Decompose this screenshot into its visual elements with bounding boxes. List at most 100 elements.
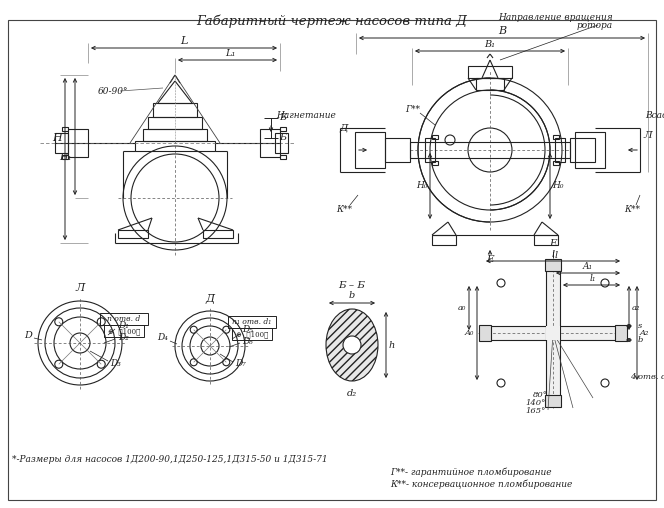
Text: n₁ отв. d₁: n₁ отв. d₁ <box>232 318 272 326</box>
Text: Д: Д <box>340 123 348 133</box>
Bar <box>143 129 207 141</box>
Text: H: H <box>52 133 62 143</box>
Bar <box>203 230 233 238</box>
Bar <box>425 138 435 162</box>
Text: L: L <box>181 36 188 46</box>
Text: A₁: A₁ <box>583 262 593 271</box>
Bar <box>432 161 438 165</box>
Bar <box>570 138 595 162</box>
Text: Л: Л <box>643 131 652 140</box>
Bar <box>385 138 410 162</box>
Text: Г**- гарантийное пломбирование: Г**- гарантийное пломбирование <box>390 467 552 477</box>
Bar <box>355 132 385 168</box>
Text: E: E <box>549 239 557 248</box>
Text: l: l <box>551 250 554 259</box>
Text: Всасывание: Всасывание <box>645 111 664 119</box>
Bar <box>553 161 559 165</box>
Bar <box>615 325 627 341</box>
Text: b: b <box>349 291 355 300</box>
Text: h: h <box>389 340 395 350</box>
Text: 4 отв. d₂: 4 отв. d₂ <box>630 373 664 381</box>
Bar <box>153 103 197 117</box>
Text: ротора: ротора <box>577 21 613 30</box>
Text: Габаритный чертеж насосов типа Д: Габаритный чертеж насосов типа Д <box>197 14 467 27</box>
Bar <box>410 142 570 158</box>
Bar <box>575 132 605 168</box>
Text: L₁: L₁ <box>225 49 235 58</box>
Text: К**- консервационное пломбирование: К**- консервационное пломбирование <box>390 479 572 489</box>
Text: Б: Б <box>279 134 286 143</box>
Bar <box>62 155 68 159</box>
Bar <box>135 141 215 151</box>
Text: ⊕  ∅100∅: ⊕ ∅100∅ <box>236 330 268 338</box>
Text: s: s <box>638 322 642 330</box>
Bar <box>118 230 148 238</box>
Bar <box>432 135 438 139</box>
Text: *-Размеры для насосов 1Д200-90,1Д250-125,1Д315-50 и 1Д315-71: *-Размеры для насосов 1Д200-90,1Д250-125… <box>12 456 327 464</box>
Bar <box>62 127 68 131</box>
Text: К**: К** <box>624 206 640 214</box>
Bar <box>553 135 559 139</box>
Text: D₁: D₁ <box>118 321 129 330</box>
Text: D₇: D₇ <box>235 360 246 368</box>
Bar <box>545 395 561 407</box>
Ellipse shape <box>326 309 378 381</box>
Text: D₄: D₄ <box>157 333 168 342</box>
Text: a₀: a₀ <box>457 304 466 312</box>
Text: H₀: H₀ <box>416 181 428 190</box>
Circle shape <box>343 336 361 354</box>
Text: Б: Б <box>279 113 286 122</box>
Text: 140°: 140° <box>525 399 545 407</box>
Text: Направление вращения: Направление вращения <box>498 14 613 22</box>
Text: D₃: D₃ <box>110 359 121 367</box>
Text: D₅: D₅ <box>242 326 253 334</box>
Text: l₁: l₁ <box>590 274 596 283</box>
Text: Нагнетание: Нагнетание <box>276 111 336 119</box>
Text: H₁: H₁ <box>60 153 72 163</box>
Bar <box>260 129 280 157</box>
Text: d₂: d₂ <box>347 389 357 398</box>
Bar <box>479 325 491 341</box>
Bar <box>534 235 558 245</box>
Text: К**: К** <box>336 206 352 214</box>
Text: D₂: D₂ <box>118 333 129 341</box>
Bar <box>68 129 88 157</box>
Bar <box>280 155 286 159</box>
Text: B₁: B₁ <box>485 40 495 49</box>
Bar <box>546 263 560 403</box>
Text: b: b <box>638 336 643 344</box>
Text: E: E <box>486 255 494 264</box>
Text: A₀: A₀ <box>465 329 474 337</box>
Bar <box>280 127 286 131</box>
Text: n отв. d: n отв. d <box>108 315 141 323</box>
Bar <box>104 325 144 337</box>
Bar <box>232 328 272 340</box>
Text: A₂: A₂ <box>640 329 649 337</box>
Text: Л: Л <box>76 283 84 293</box>
Text: H₀: H₀ <box>552 181 564 190</box>
Bar <box>55 133 68 153</box>
Text: D: D <box>24 331 32 339</box>
Text: D₆: D₆ <box>242 336 253 345</box>
Text: 80°: 80° <box>533 391 548 399</box>
Text: Б – Б: Б – Б <box>339 281 365 290</box>
Bar <box>546 326 560 340</box>
Bar <box>275 133 288 153</box>
Bar <box>228 316 276 328</box>
Bar <box>432 235 456 245</box>
Bar <box>545 259 561 271</box>
Text: Г**: Г** <box>405 106 420 114</box>
Text: ⊕  ∅100∅: ⊕ ∅100∅ <box>108 327 140 335</box>
Text: a₂: a₂ <box>632 304 640 312</box>
Bar <box>476 78 504 90</box>
Bar <box>555 138 565 162</box>
Text: 60-90°: 60-90° <box>98 86 129 96</box>
Bar <box>148 117 202 129</box>
Text: B: B <box>498 26 506 36</box>
Bar <box>468 66 512 78</box>
Text: Д: Д <box>205 294 214 304</box>
Bar <box>100 313 148 325</box>
Text: 165°: 165° <box>525 407 545 415</box>
Text: l: l <box>555 250 558 260</box>
Bar <box>483 326 623 340</box>
